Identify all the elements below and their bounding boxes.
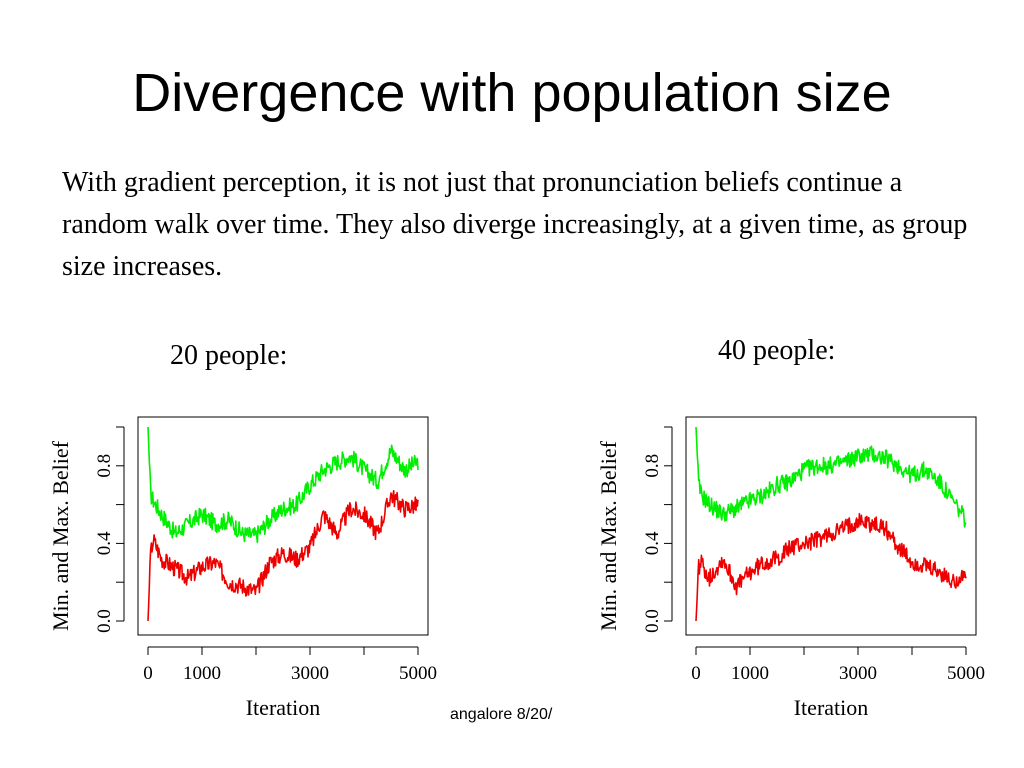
- chart-left-label: 20 people:: [170, 340, 288, 371]
- x-axis-label: Iteration: [246, 695, 321, 720]
- x-tick-label: 0: [691, 663, 701, 684]
- y-axis-label: Min. and Max. Belief: [48, 440, 73, 631]
- chart-20-people: 0.0 0.4 0.8 0 1000 3000 5000 Iteration Min. and …: [48, 416, 437, 720]
- x-tick-label: 1000: [731, 663, 769, 684]
- x-tick-label: 3000: [839, 663, 877, 684]
- max-belief-line: [147, 426, 419, 544]
- x-tick-label: 5000: [947, 663, 985, 684]
- slide-title: Divergence with population size: [132, 63, 892, 123]
- max-belief-line: [695, 426, 967, 528]
- x-tick-label: 1000: [183, 663, 221, 684]
- y-tick-label: 0.0: [94, 609, 115, 633]
- plot-frame: [137, 416, 429, 636]
- y-axis-label: Min. and Max. Belief: [596, 440, 621, 631]
- y-tick-label: 0.0: [642, 609, 663, 633]
- plot-frame: [685, 416, 977, 636]
- slide-footer: angalore 8/20/: [450, 706, 553, 723]
- min-belief-line: [695, 512, 967, 622]
- chart-40-people: 0.0 0.4 0.8 0 1000 3000 5000 Iteration Min. and …: [596, 416, 985, 720]
- slide-body-text: With gradient perception, it is not just…: [62, 167, 968, 282]
- y-tick-label: 0.8: [642, 454, 663, 478]
- x-tick-label: 5000: [399, 663, 437, 684]
- x-axis-label: Iteration: [794, 695, 869, 720]
- y-tick-label: 0.4: [94, 531, 115, 555]
- y-tick-label: 0.4: [642, 531, 663, 555]
- x-tick-label: 3000: [291, 663, 329, 684]
- min-belief-line: [147, 490, 419, 622]
- x-tick-label: 0: [143, 663, 153, 684]
- y-tick-label: 0.8: [94, 454, 115, 478]
- chart-right-label: 40 people:: [718, 335, 836, 366]
